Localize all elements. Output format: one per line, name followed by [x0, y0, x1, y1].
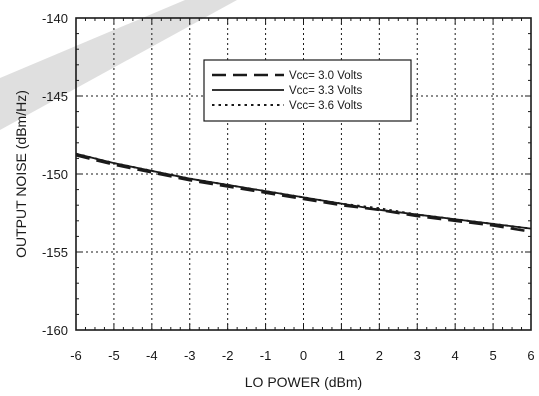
y-tick-label: -145 — [42, 89, 68, 104]
watermark-stripe — [0, 0, 237, 130]
x-tick-label: 4 — [452, 348, 459, 363]
x-tick-label: 2 — [376, 348, 383, 363]
x-tick-label: 6 — [527, 348, 534, 363]
legend-label-1: Vcc= 3.0 Volts — [289, 70, 362, 82]
legend: Vcc= 3.0 Volts Vcc= 3.3 Volts Vcc= 3.6 Vol… — [203, 59, 412, 122]
series-line-3 — [75, 152, 532, 230]
legend-label-3: Vcc= 3.6 Volts — [289, 100, 362, 112]
x-tick-label: -6 — [70, 348, 82, 363]
x-tick-label: 1 — [338, 348, 345, 363]
y-tick-label: -140 — [42, 11, 68, 26]
y-tick-label: -150 — [42, 167, 68, 182]
x-tick-label: -2 — [222, 348, 234, 363]
y-axis-title: OUTPUT NOISE (dBm/Hz) — [13, 90, 29, 258]
series-line-1 — [75, 154, 532, 234]
tick-marks — [75, 17, 532, 331]
series-group — [75, 152, 532, 234]
x-tick-label: 3 — [414, 348, 421, 363]
y-tick-label: -160 — [42, 323, 68, 338]
x-axis-title: LO POWER (dBm) — [245, 374, 362, 390]
x-tick-label: 5 — [489, 348, 496, 363]
x-tick-label: -1 — [260, 348, 272, 363]
tick-labels: -6 -5 -4 -3 -2 -1 0 1 2 3 4 5 6 -160 -155 -150 -145 -140 — [42, 11, 535, 363]
x-tick-label: 0 — [300, 348, 307, 363]
x-tick-label: -3 — [184, 348, 196, 363]
x-tick-label: -4 — [146, 348, 158, 363]
y-tick-label: -155 — [42, 245, 68, 260]
x-tick-label: -5 — [108, 348, 120, 363]
legend-label-2: Vcc= 3.3 Volts — [289, 85, 362, 97]
